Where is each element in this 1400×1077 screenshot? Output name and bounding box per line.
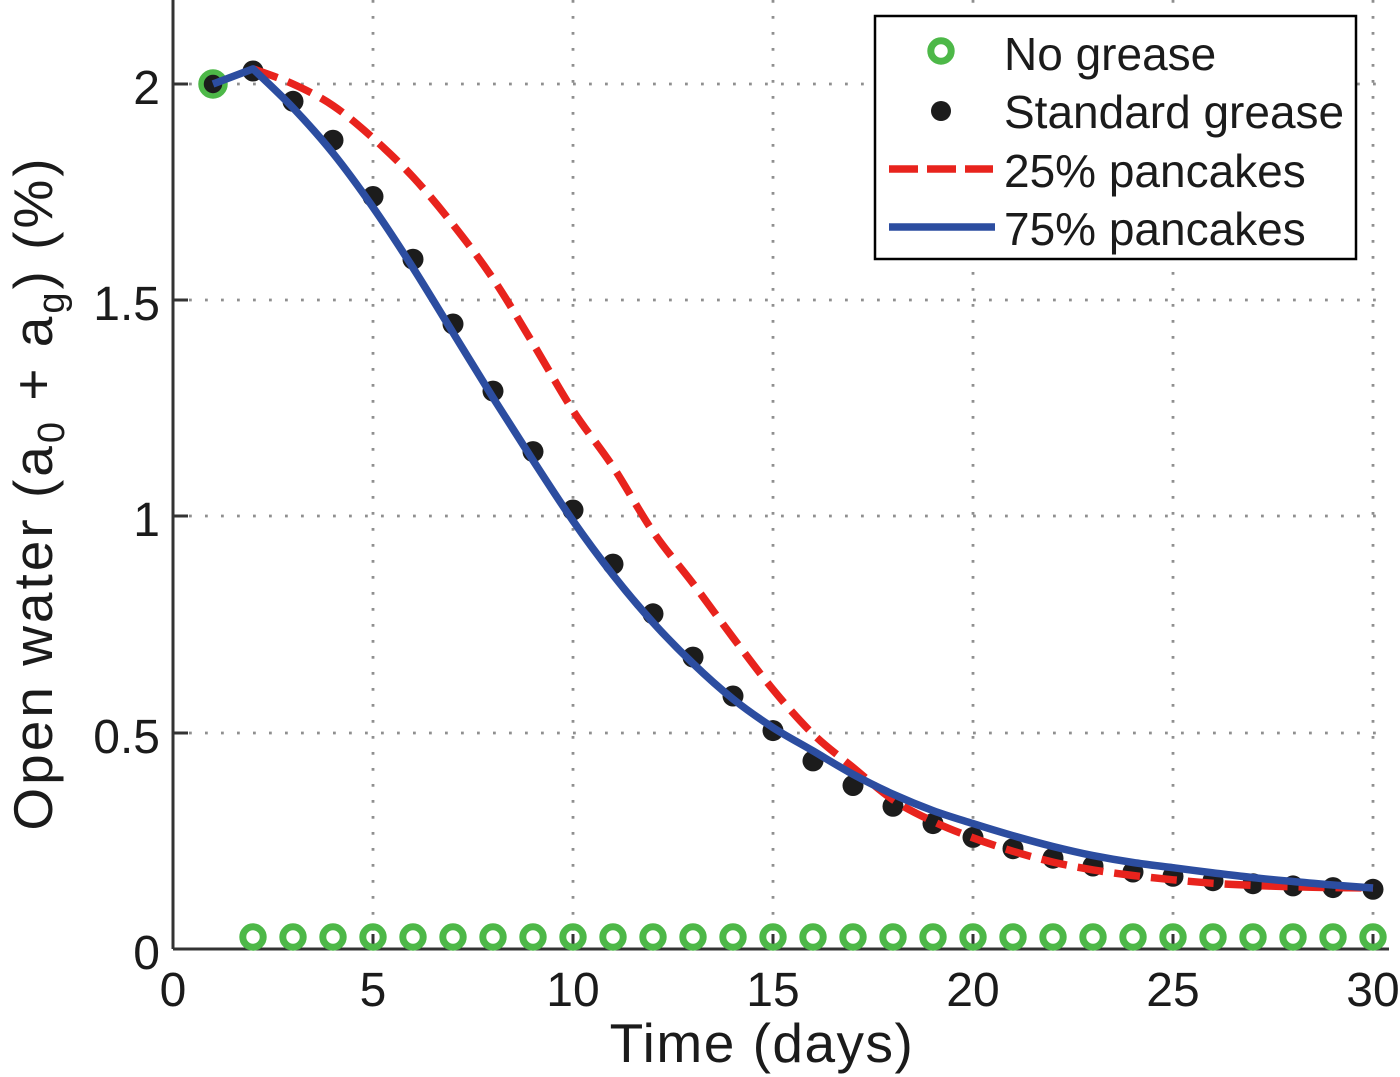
svg-text:Open water (a0 + ag) (%): Open water (a0 + ag) (%) <box>2 155 73 830</box>
svg-text:1.5: 1.5 <box>93 278 160 331</box>
svg-text:25% pancakes: 25% pancakes <box>1004 145 1306 197</box>
svg-text:0: 0 <box>160 964 187 1017</box>
svg-text:10: 10 <box>546 964 599 1017</box>
svg-text:Standard grease: Standard grease <box>1004 86 1344 138</box>
svg-text:1: 1 <box>133 494 160 547</box>
svg-text:0.5: 0.5 <box>93 711 160 764</box>
svg-text:0: 0 <box>133 927 160 980</box>
svg-text:Time (days): Time (days) <box>610 1012 915 1074</box>
svg-text:75% pancakes: 75% pancakes <box>1004 203 1306 255</box>
svg-text:25: 25 <box>1146 964 1199 1017</box>
svg-text:20: 20 <box>946 964 999 1017</box>
svg-text:30: 30 <box>1346 964 1399 1017</box>
svg-text:15: 15 <box>746 964 799 1017</box>
svg-text:5: 5 <box>360 964 387 1017</box>
svg-text:2: 2 <box>133 62 160 115</box>
svg-text:No grease: No grease <box>1004 28 1216 80</box>
